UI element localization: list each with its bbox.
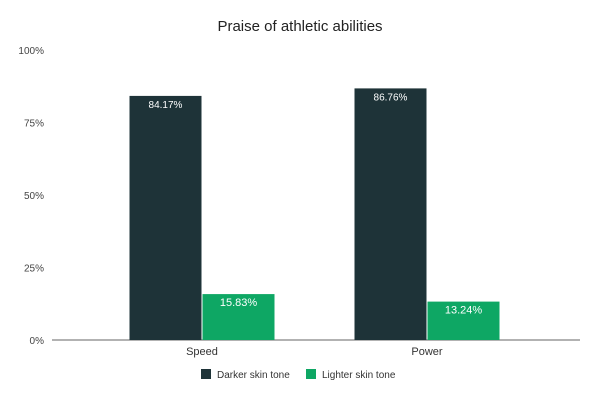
- bar-speed-series-1: [129, 95, 202, 340]
- legend-label-series-2: Lighter skin tone: [322, 370, 396, 381]
- x-tick-label-power: Power: [411, 346, 443, 358]
- bar-data-label: 86.76%: [374, 92, 408, 103]
- y-tick-label: 25%: [24, 264, 44, 275]
- x-axis: Speed Power: [52, 339, 580, 358]
- legend-swatch-series-2: [306, 369, 316, 379]
- bars: 84.17% 15.83% 86.76% 13.24%: [129, 88, 500, 340]
- x-tick-label-speed: Speed: [186, 346, 218, 358]
- bar-speed-series-2: [202, 294, 275, 340]
- y-axis: 0% 25% 50% 75% 100%: [18, 46, 44, 347]
- bar-data-label: 15.83%: [220, 297, 258, 309]
- chart-title: Praise of athletic abilities: [217, 18, 382, 35]
- bar-power-series-1: [354, 88, 427, 340]
- legend-swatch-series-1: [201, 369, 211, 379]
- bar-power-series-2: [427, 301, 500, 340]
- y-tick-label: 50%: [24, 191, 44, 202]
- bar-data-label: 13.24%: [445, 305, 483, 317]
- y-tick-label: 0%: [30, 336, 45, 347]
- bar-data-label: 84.17%: [149, 100, 183, 111]
- legend: Darker skin tone Lighter skin tone: [201, 369, 396, 381]
- y-tick-label: 75%: [24, 119, 44, 130]
- legend-label-series-1: Darker skin tone: [217, 370, 290, 381]
- y-tick-label: 100%: [18, 46, 44, 57]
